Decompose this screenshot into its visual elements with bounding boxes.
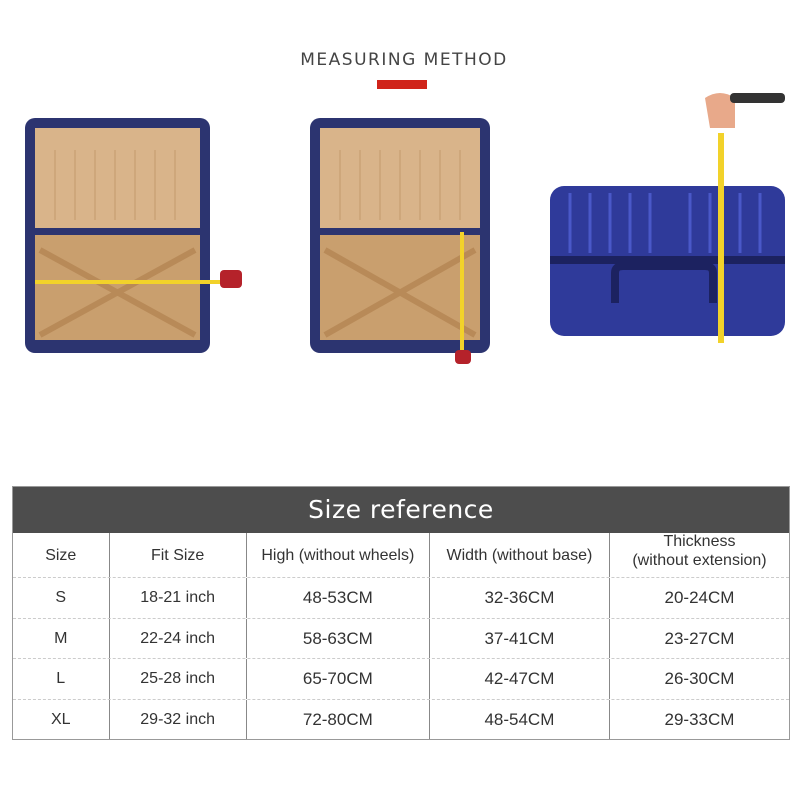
size-reference-table: Size reference Size Fit Size High (witho… — [12, 486, 790, 740]
table-row: M 22-24 inch 58-63CM 37-41CM 23-27CM — [13, 617, 789, 658]
table-row: L 25-28 inch 65-70CM 42-47CM 26-30CM — [13, 658, 789, 699]
table-header-row: Size Fit Size High (without wheels) Widt… — [13, 533, 789, 577]
cell-size: XL — [50, 710, 71, 728]
cell-width: 42-47CM — [428, 659, 609, 699]
cell-width: 37-41CM — [428, 618, 609, 658]
thickness-line1: Thickness — [663, 533, 736, 550]
cell-high: 72-80CM — [245, 699, 429, 739]
cell-thickness: 26-30CM — [608, 659, 789, 699]
cell-thickness: 23-27CM — [608, 618, 789, 658]
column-header-fit-size: Fit Size — [108, 533, 246, 577]
cell-fit-size: 29-32 inch — [108, 699, 246, 739]
cell-high: 65-70CM — [245, 659, 429, 699]
column-header-high: High (without wheels) — [245, 533, 429, 577]
cell-high: 48-53CM — [245, 578, 429, 618]
measuring-method-title: MEASURING METHOD — [300, 50, 508, 70]
cell-high: 58-63CM — [245, 618, 429, 658]
table-row: XL 29-32 inch 72-80CM 48-54CM 29-33CM — [13, 698, 789, 739]
column-header-width: Width (without base) — [428, 533, 609, 577]
cell-size: L — [56, 670, 66, 688]
closed-suitcase-thickness-measure-icon — [550, 93, 785, 343]
cell-size: M — [54, 629, 68, 647]
table-title: Size reference — [13, 487, 789, 533]
thickness-line2: (without extension) — [632, 552, 767, 569]
cell-fit-size: 18-21 inch — [108, 578, 246, 618]
cell-fit-size: 22-24 inch — [108, 618, 246, 658]
column-header-size: Size — [45, 546, 77, 564]
cell-thickness: 20-24CM — [608, 578, 789, 618]
cell-fit-size: 25-28 inch — [108, 659, 246, 699]
title-accent-bar — [377, 80, 427, 89]
column-header-thickness: Thickness (without extension) — [608, 533, 789, 577]
cell-thickness: 29-33CM — [608, 699, 789, 739]
table-row: S 18-21 inch 48-53CM 32-36CM 20-24CM — [13, 577, 789, 618]
open-suitcase-height-measure-icon — [310, 118, 490, 364]
cell-width: 32-36CM — [428, 578, 609, 618]
cell-size: S — [55, 589, 67, 607]
open-suitcase-width-measure-icon — [25, 118, 242, 353]
cell-width: 48-54CM — [428, 699, 609, 739]
